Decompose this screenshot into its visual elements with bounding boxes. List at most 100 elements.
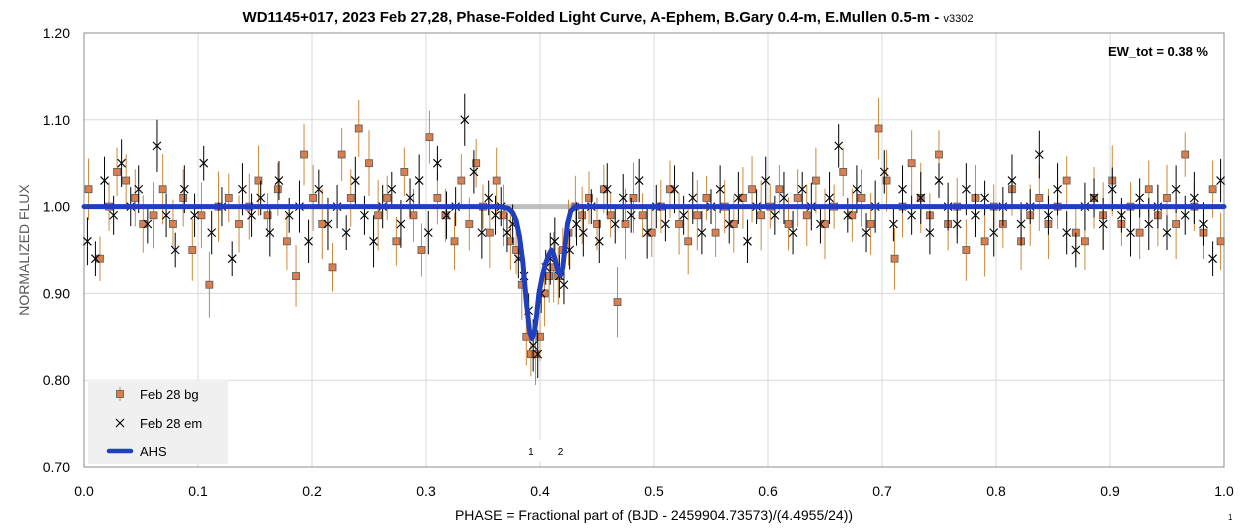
em-data-point [602,184,612,194]
bg-data-point [354,124,363,133]
bg-data-point [1035,194,1044,202]
em-data-point [360,210,369,220]
em-data-point [1126,228,1135,238]
bg-data-point [821,220,829,228]
em-data-point [989,228,999,238]
bg-data-point [666,185,674,194]
legend-em-x-marker [115,418,125,428]
bg-data-point [1135,228,1144,237]
bg-data-point [300,150,308,159]
bg-data-point [392,237,401,246]
em-data-point [779,193,789,203]
bg-data-point [1062,176,1071,185]
em-data-point [889,219,898,229]
bg-data-point [1208,185,1217,194]
bg-data-point [848,211,857,220]
bg-data-point [465,220,474,228]
bg-data-point [578,211,587,220]
em-data-point [733,193,743,203]
bg-data-point [263,211,272,220]
bg-data-point [980,237,989,246]
em-data-point [350,176,360,185]
em-data-point [626,210,636,220]
em-data-point [199,158,209,168]
legend-ahs-label: AHS [140,444,167,459]
bg-data-point [540,289,549,298]
bg-data-point [425,133,434,142]
em-data-point [238,184,247,194]
y-tick-label: 1.10 [43,112,70,128]
em-data-point [1144,219,1154,229]
bg-data-point [811,176,820,185]
em-data-point [971,210,980,220]
bg-data-point [748,185,756,194]
bg-data-point [400,167,409,176]
bg-data-point [309,194,318,202]
bg-data-point [318,220,327,228]
ew-annotation: EW_tot = 0.38 % [1108,44,1208,59]
bg-data-point [417,246,426,254]
em-data-point [715,184,725,194]
bg-data-point [188,246,197,254]
y-tick-label: 0.90 [43,285,70,301]
bg-data-point [84,185,93,194]
bg-data-point [273,185,282,194]
legend-item-bg: Feb 28 bg [116,387,199,402]
ahs-model-line [81,204,1227,341]
bg-data-point [784,220,793,228]
bg-data-point [235,220,243,228]
em-data-point [423,228,433,238]
em-data-point [697,228,707,238]
bg-data-point [531,350,540,359]
bg-data-point [292,272,300,280]
em-data-point [578,228,588,238]
y-axis-label: NORMALIZED FLUX [16,184,32,316]
em-data-point [484,193,494,203]
em-data-point [284,210,294,220]
em-data-point [152,141,162,151]
em-data-point [369,236,378,246]
y-tick-label: 1.20 [43,25,70,41]
em-data-point [618,193,628,203]
bg-data-point [492,176,501,185]
y-tick-label: 1.00 [43,199,70,215]
em-data-point [227,254,237,264]
em-data-point [843,210,853,220]
em-data-point [1034,150,1044,159]
em-data-point [788,228,798,238]
em-data-point [550,236,560,246]
em-data-point [1089,193,1099,203]
bg-data-point [197,211,206,220]
bg-data-point [739,194,747,202]
em-data-point [304,236,313,246]
bg-data-point [328,263,337,272]
em-data-point [1208,254,1217,264]
bg-data-point [775,185,784,194]
bg-data-point [224,194,233,202]
x-axis-label: PHASE = Fractional part of (BJD - 245990… [455,507,853,523]
em-data-point [477,228,487,238]
em-data-point [83,236,92,246]
em-data-point [387,184,397,194]
em-data-point [852,184,862,194]
em-data-point [100,176,109,185]
bg-data-point [149,211,158,220]
bg-data-point [638,211,647,220]
em-data-point [109,210,119,220]
em-data-point [396,219,406,229]
bg-data-point [169,220,177,228]
x-tick-label: 0.4 [530,483,550,499]
bg-data-point [131,194,140,202]
em-data-point [1216,176,1225,185]
em-data-point [1062,228,1072,238]
bg-data-point [365,159,373,168]
bg-data-point [606,211,615,220]
em-data-point [161,210,171,220]
legend-em-label: Feb 28 em [140,416,202,431]
em-data-point [170,245,180,255]
em-data-point [761,176,771,185]
bg-data-point [254,176,263,185]
x-tick-label: 0.5 [644,483,664,499]
bg-data-point [757,211,766,220]
